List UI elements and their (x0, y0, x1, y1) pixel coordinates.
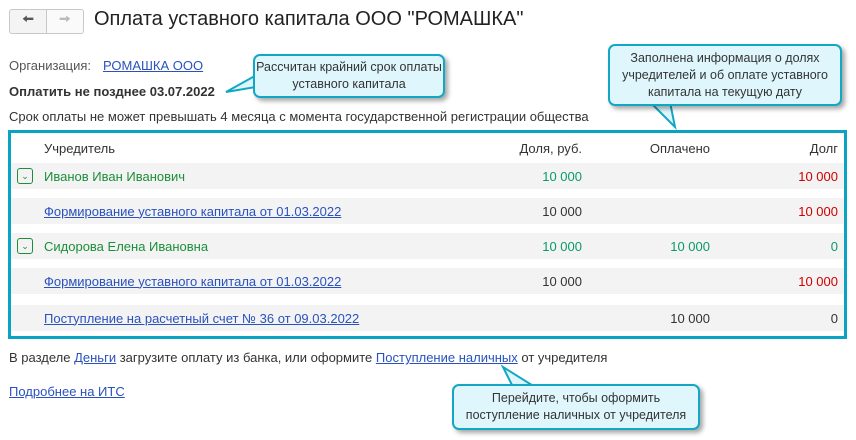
hint-text: загрузите оплату из банка, или оформите (116, 350, 376, 365)
callout-deadline: Рассчитан крайний срок оплаты уставного … (253, 54, 445, 98)
paid: 10 000 (670, 310, 710, 326)
collapse-icon[interactable]: ⌄ (17, 238, 33, 254)
deadline-note: Срок оплаты не может превышать 4 месяца … (9, 109, 589, 124)
arrow-left-icon: 🠨 (21, 11, 35, 28)
arrow-right-icon: 🠪 (58, 11, 72, 28)
founder-name: Иванов Иван Иванович (44, 168, 186, 184)
col-founder: Учредитель (44, 140, 116, 156)
table-row[interactable]: Формирование уставного капитала от 01.03… (11, 198, 844, 224)
paid: 10 000 (670, 238, 710, 254)
org-link[interactable]: РОМАШКА ООО (103, 58, 204, 73)
debt: 0 (830, 238, 838, 254)
debt: 10 000 (798, 168, 838, 184)
hint-text: от учредителя (517, 350, 608, 365)
hint-text: В разделе (9, 350, 75, 365)
founders-table: Учредитель Доля, руб. Оплачено Долг ⌄ Ив… (8, 130, 847, 339)
callout-cash: Перейдите, чтобы оформить поступление на… (452, 384, 700, 430)
footer-hint: В разделе Деньги загрузите оплату из бан… (9, 350, 607, 365)
table-header: Учредитель Доля, руб. Оплачено Долг (11, 135, 844, 161)
col-share: Доля, руб. (519, 140, 582, 156)
document-link[interactable]: Формирование уставного капитала от 01.03… (44, 273, 342, 289)
founder-name: Сидорова Елена Ивановна (44, 238, 209, 254)
col-paid: Оплачено (649, 140, 710, 156)
callout-table-info: Заполнена информация о долях учредителей… (608, 44, 842, 106)
table-row[interactable]: ⌄ Сидорова Елена Ивановна 10 000 10 000 … (11, 233, 844, 259)
share: 10 000 (542, 273, 582, 289)
share: 10 000 (542, 168, 582, 184)
deadline: Оплатить не позднее 03.07.2022 (9, 84, 215, 99)
money-link[interactable]: Деньги (74, 350, 117, 365)
col-debt: Долг (809, 140, 838, 156)
debt: 0 (830, 310, 838, 326)
debt: 10 000 (798, 273, 838, 289)
back-button[interactable]: 🠨 (9, 9, 47, 34)
collapse-icon[interactable]: ⌄ (17, 168, 33, 184)
table-row[interactable]: Поступление на расчетный счет № 36 от 09… (11, 305, 844, 331)
cash-receipt-link[interactable]: Поступление наличных (375, 350, 518, 365)
document-link[interactable]: Поступление на расчетный счет № 36 от 09… (44, 310, 360, 326)
share: 10 000 (542, 203, 582, 219)
debt: 10 000 (798, 203, 838, 219)
its-link[interactable]: Подробнее на ИТС (9, 384, 125, 399)
document-link[interactable]: Формирование уставного капитала от 01.03… (44, 203, 342, 219)
table-row[interactable]: ⌄ Иванов Иван Иванович 10 000 10 000 (11, 163, 844, 189)
page-title: Оплата уставного капитала ООО "РОМАШКА" (94, 8, 524, 30)
forward-button[interactable]: 🠪 (46, 9, 84, 34)
table-row[interactable]: Формирование уставного капитала от 01.03… (11, 268, 844, 294)
share: 10 000 (542, 238, 582, 254)
org-label: Организация: (9, 58, 92, 73)
